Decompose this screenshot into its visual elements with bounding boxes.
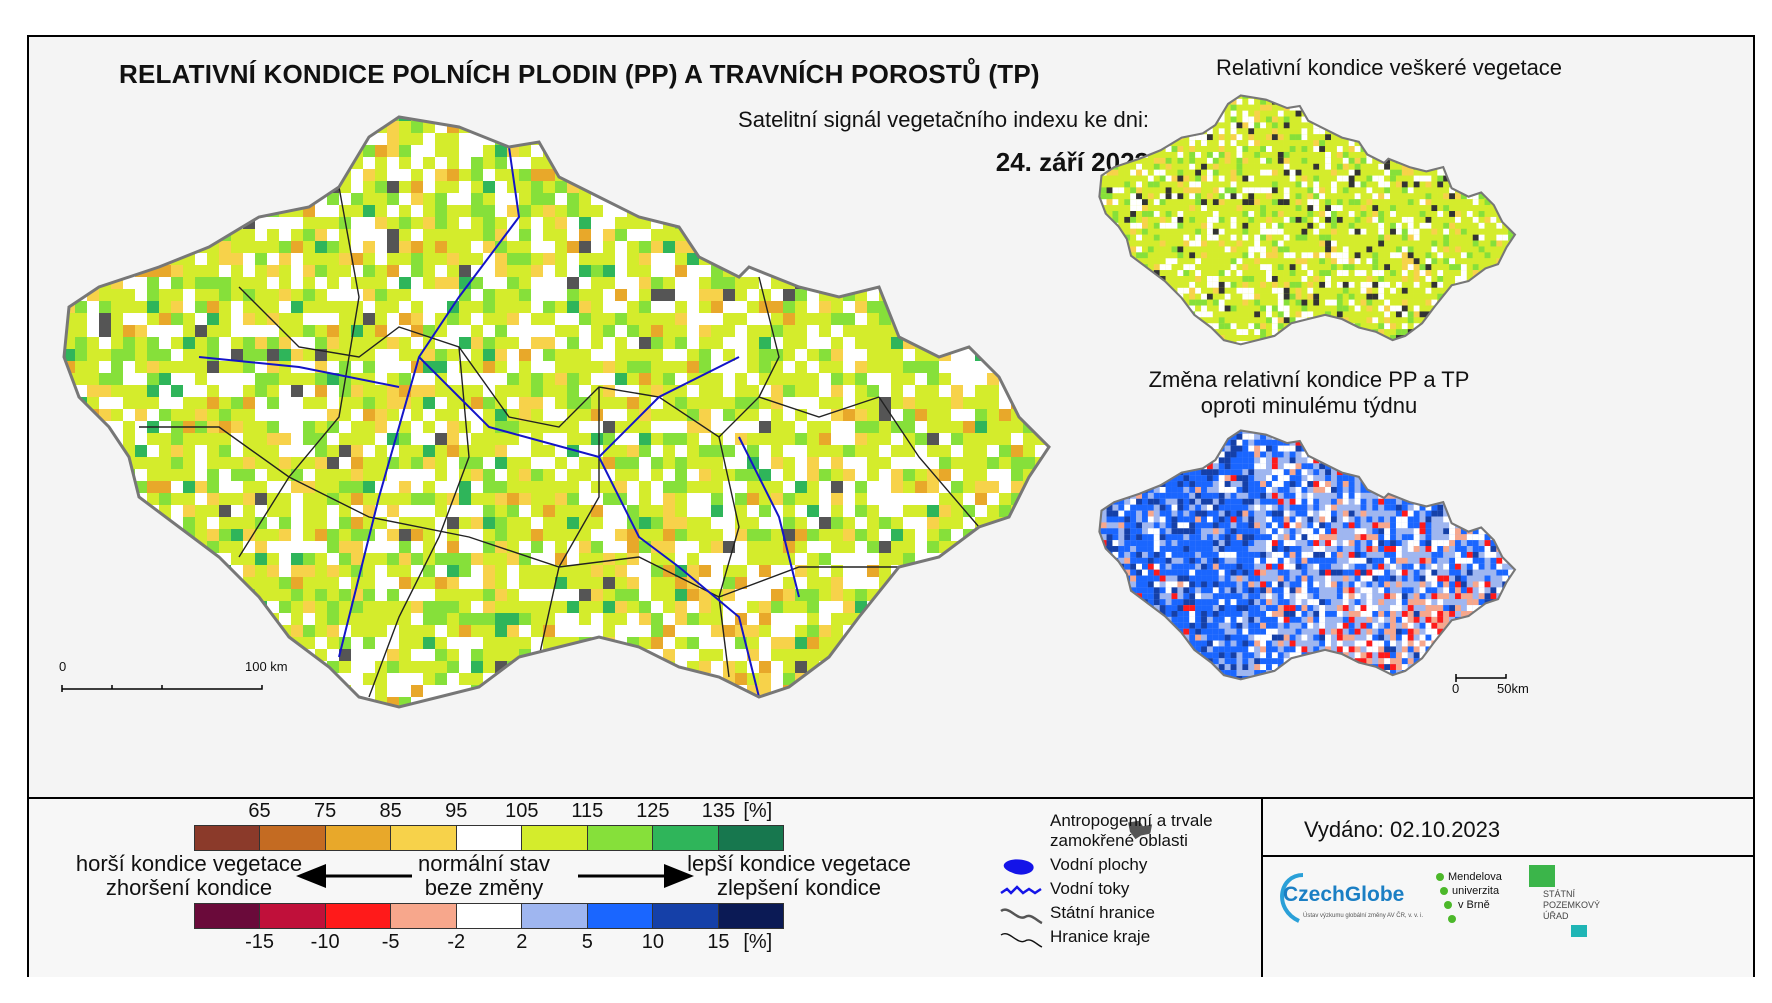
page-title: RELATIVNÍ KONDICE POLNÍCH PLODIN (PP) A … [119, 59, 1040, 89]
condTicks-label: 65 [248, 800, 271, 822]
river-icon [1000, 885, 1042, 895]
condBar-swatch [718, 826, 783, 850]
region-borders [139, 186, 980, 698]
scale-bar-inset [1455, 674, 1507, 682]
inset-change-map [1098, 429, 1516, 681]
scale-bar-main [61, 685, 263, 692]
chgTicks-label: -15 [245, 931, 274, 953]
state-border-icon [1000, 908, 1043, 925]
chgTicks-label: -10 [310, 931, 340, 953]
arrow-left-line1: horší kondice vegetace [75, 851, 303, 876]
chgBar-swatch [260, 904, 326, 928]
condTicks-label: 85 [379, 800, 402, 822]
issued-date: Vydáno: 02.10.2023 [1304, 817, 1501, 842]
arrow-left-icon [296, 864, 412, 888]
spu-line-3: ÚŘAD [1543, 911, 1569, 921]
map-frame: RELATIVNÍ KONDICE POLNÍCH PLODIN (PP) A … [27, 35, 1755, 977]
river-label: Vodní toky [1050, 879, 1130, 898]
legend-divider [1261, 799, 1263, 977]
anthropogenic-label-1: Antropogenní a trvale [1050, 811, 1213, 830]
chgTicks-label: [%] [743, 931, 773, 953]
condBar-swatch [587, 826, 654, 850]
chgTicks-label: 10 [641, 931, 664, 953]
condTicks-label: 95 [445, 800, 468, 822]
region-border-icon [1000, 933, 1043, 948]
chgTicks-label: 15 [707, 931, 730, 953]
arrow-right-line1: lepší kondice vegetace [687, 851, 911, 876]
inset-top-title: Relativní kondice veškeré vegetace [1215, 55, 1563, 80]
chgTicks-label: 5 [581, 931, 593, 953]
inset-bottom-title-1: Změna relativní kondice PP a TP [1148, 367, 1470, 392]
czechglobe-logo: CzechGlobe Ústav výzkumu globální změny … [1269, 869, 1423, 939]
arrow-left-line2: zhoršení kondice [105, 875, 273, 900]
anthropogenic-label-2: zamokřené oblasti [1050, 831, 1188, 850]
spu-logo: STÁTNÍ POZEMKOVÝ ÚŘAD [1529, 865, 1619, 955]
condBar-swatch [522, 826, 588, 850]
condTicks-label: [%] [743, 800, 773, 822]
spu-line-2: POZEMKOVÝ [1543, 900, 1601, 910]
water-body-label: Vodní plochy [1050, 855, 1148, 874]
change-color-bar [194, 903, 784, 929]
inset-vegetation-map [1098, 94, 1516, 346]
mendel-line-2: univerzita [1452, 885, 1500, 897]
spu-teal-square [1571, 925, 1587, 937]
subtitle: Satelitní signál vegetačního indexu ke d… [738, 107, 1149, 132]
mendel-logo: Mendelova univerzita v Brně [1434, 871, 1524, 941]
scale-zero-main: 0 [59, 659, 67, 674]
inset-bottom-title-2: oproti minulému týdnu [1200, 393, 1418, 418]
arrow-center-line1: normální stav [417, 851, 551, 876]
czechglobe-name: CzechGlobe [1283, 883, 1405, 906]
mendel-line-1: Mendelova [1448, 871, 1502, 883]
chgBar-swatch [653, 904, 719, 928]
arrow-right-line2: zlepšení kondice [717, 875, 881, 900]
map-area: RELATIVNÍ KONDICE POLNÍCH PLODIN (PP) A … [29, 37, 1753, 797]
condBar-swatch [325, 826, 392, 850]
condTicks-label: 125 [636, 800, 670, 822]
main-condition-map [61, 115, 1051, 709]
arrow-center-line2: beze změny [424, 875, 544, 900]
chgBar-swatch [325, 904, 392, 928]
scale-zero-inset: 0 [1452, 681, 1460, 696]
condition-color-bar [194, 825, 784, 851]
mendel-line-3: v Brně [1458, 899, 1490, 911]
scale-end-inset: 50km [1497, 681, 1529, 696]
condBar-swatch [195, 826, 261, 850]
spu-green-square [1529, 865, 1555, 887]
chgTicks-label: 2 [516, 931, 528, 953]
spu-line-1: STÁTNÍ [1543, 889, 1576, 899]
condition-pixels [64, 117, 1049, 707]
condTicks-label: 75 [313, 800, 337, 822]
chgBar-swatch [587, 904, 654, 928]
legend-area: 65 75 85 95 105 115 125 135 [%] horší kondice ve… [29, 797, 1753, 977]
chgBar-swatch [718, 904, 783, 928]
scale-end-main: 100 km [245, 659, 288, 674]
chgBar-swatch [391, 904, 457, 928]
condTicks-label: 135 [701, 800, 736, 822]
condBar-swatch [456, 826, 523, 850]
anthropogenic-icon [1128, 820, 1153, 840]
chgTicks-label: -2 [447, 931, 466, 953]
region-border-label: Hranice kraje [1050, 927, 1151, 946]
condTicks-label: 115 [571, 800, 604, 822]
arrow-right-icon [578, 864, 694, 888]
condBar-swatch [391, 826, 457, 850]
rivers [198, 146, 800, 698]
czechglobe-sub: Ústav výzkumu globální změny AV ČR, v. v… [1303, 913, 1424, 919]
condBar-swatch [260, 826, 326, 850]
chgBar-swatch [522, 904, 588, 928]
condBar-swatch [653, 826, 719, 850]
chgBar-swatch [195, 904, 261, 928]
water-body-icon [1003, 859, 1034, 875]
logos-separator [1263, 855, 1753, 857]
chgBar-swatch [456, 904, 523, 928]
chgTicks-label: -5 [381, 931, 400, 953]
state-border-label: Státní hranice [1050, 903, 1155, 922]
condTicks-label: 105 [505, 800, 539, 822]
